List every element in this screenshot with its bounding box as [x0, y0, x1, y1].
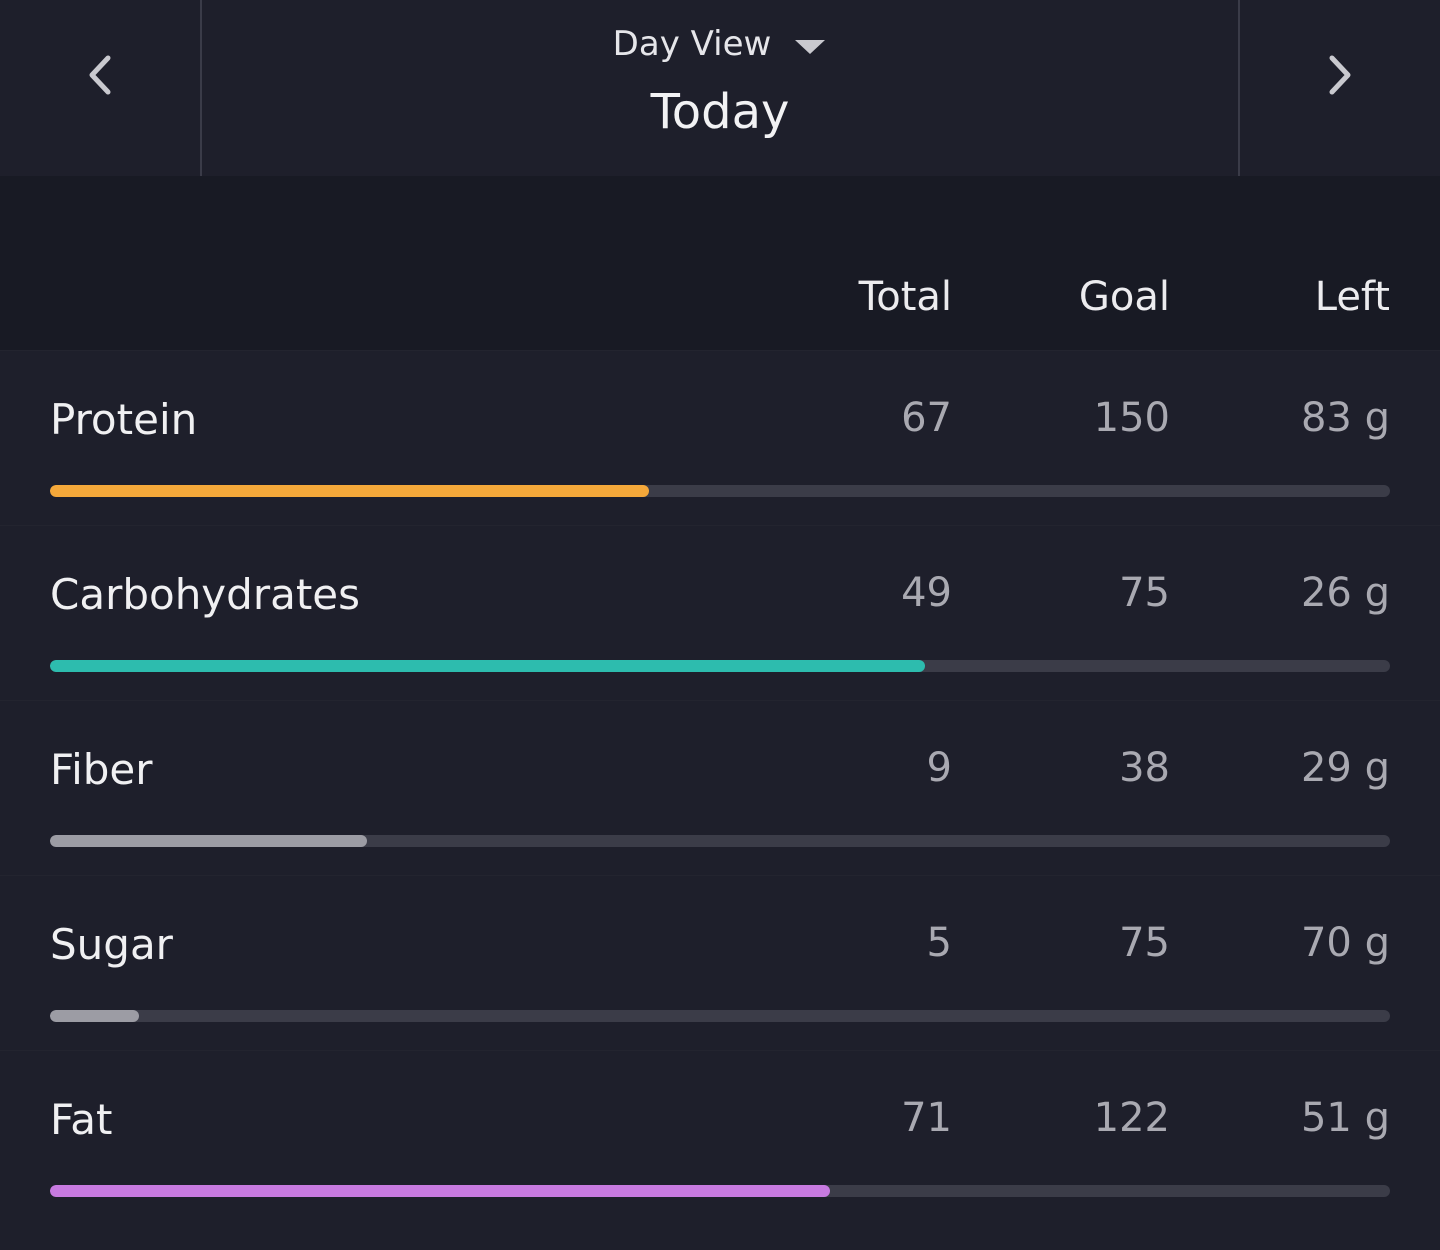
progress-track: [50, 660, 1390, 672]
divider: [1238, 0, 1240, 176]
progress-track: [50, 485, 1390, 497]
view-selector[interactable]: Day View: [0, 24, 1440, 64]
nutrient-total: 67: [901, 395, 952, 441]
nutrient-row: Sugar 5 75 70 g: [0, 875, 1440, 1050]
nutrient-total: 49: [901, 570, 952, 616]
nutrient-total: 5: [926, 920, 952, 966]
progress-track: [50, 835, 1390, 847]
nutrient-total: 9: [926, 745, 952, 791]
header: Day View Today: [0, 0, 1440, 176]
nutrient-goal: 75: [1119, 570, 1170, 616]
divider: [200, 0, 202, 176]
progress-bar: [50, 835, 368, 847]
nutrient-row: Carbohydrates 49 75 26 g: [0, 525, 1440, 700]
nutrient-left: 29 g: [1300, 745, 1390, 791]
view-label[interactable]: Day View: [612, 24, 772, 64]
nutrient-goal: 38: [1119, 745, 1170, 791]
column-header-band: [0, 176, 1440, 350]
nutrient-goal: 150: [1093, 395, 1170, 441]
column-header: Goal: [1078, 274, 1170, 320]
dropdown-icon[interactable]: [793, 36, 827, 56]
progress-track: [50, 1185, 1390, 1197]
progress-bar: [50, 1185, 830, 1197]
nutrient-row: Protein 67 150 83 g: [0, 350, 1440, 525]
date-label: Today: [650, 84, 790, 140]
progress-bar: [50, 1010, 140, 1022]
nutrient-row: Fat 71 122 51 g: [0, 1050, 1440, 1225]
progress-track: [50, 1010, 1390, 1022]
nutrient-goal: 75: [1119, 920, 1170, 966]
nutrient-row: Fiber 9 38 29 g: [0, 700, 1440, 875]
nutrient-left: 26 g: [1300, 570, 1390, 616]
nutrient-total: 71: [901, 1095, 952, 1141]
nutrient-left: 83 g: [1300, 395, 1390, 441]
nutrient-name: Protein: [50, 395, 198, 444]
nutrient-name: Sugar: [50, 920, 173, 969]
nutrient-goal: 122: [1093, 1095, 1170, 1141]
nutrient-left: 70 g: [1300, 920, 1390, 966]
prev-button[interactable]: [80, 50, 120, 100]
nutrient-name: Carbohydrates: [50, 570, 361, 619]
column-header: Total: [858, 274, 952, 320]
nutrient-left: 51 g: [1300, 1095, 1390, 1141]
nutrient-name: Fiber: [50, 745, 153, 794]
next-button[interactable]: [1320, 50, 1360, 100]
progress-bar: [50, 660, 926, 672]
column-header: Left: [1314, 274, 1390, 320]
progress-bar: [50, 485, 649, 497]
nutrient-name: Fat: [50, 1095, 113, 1144]
